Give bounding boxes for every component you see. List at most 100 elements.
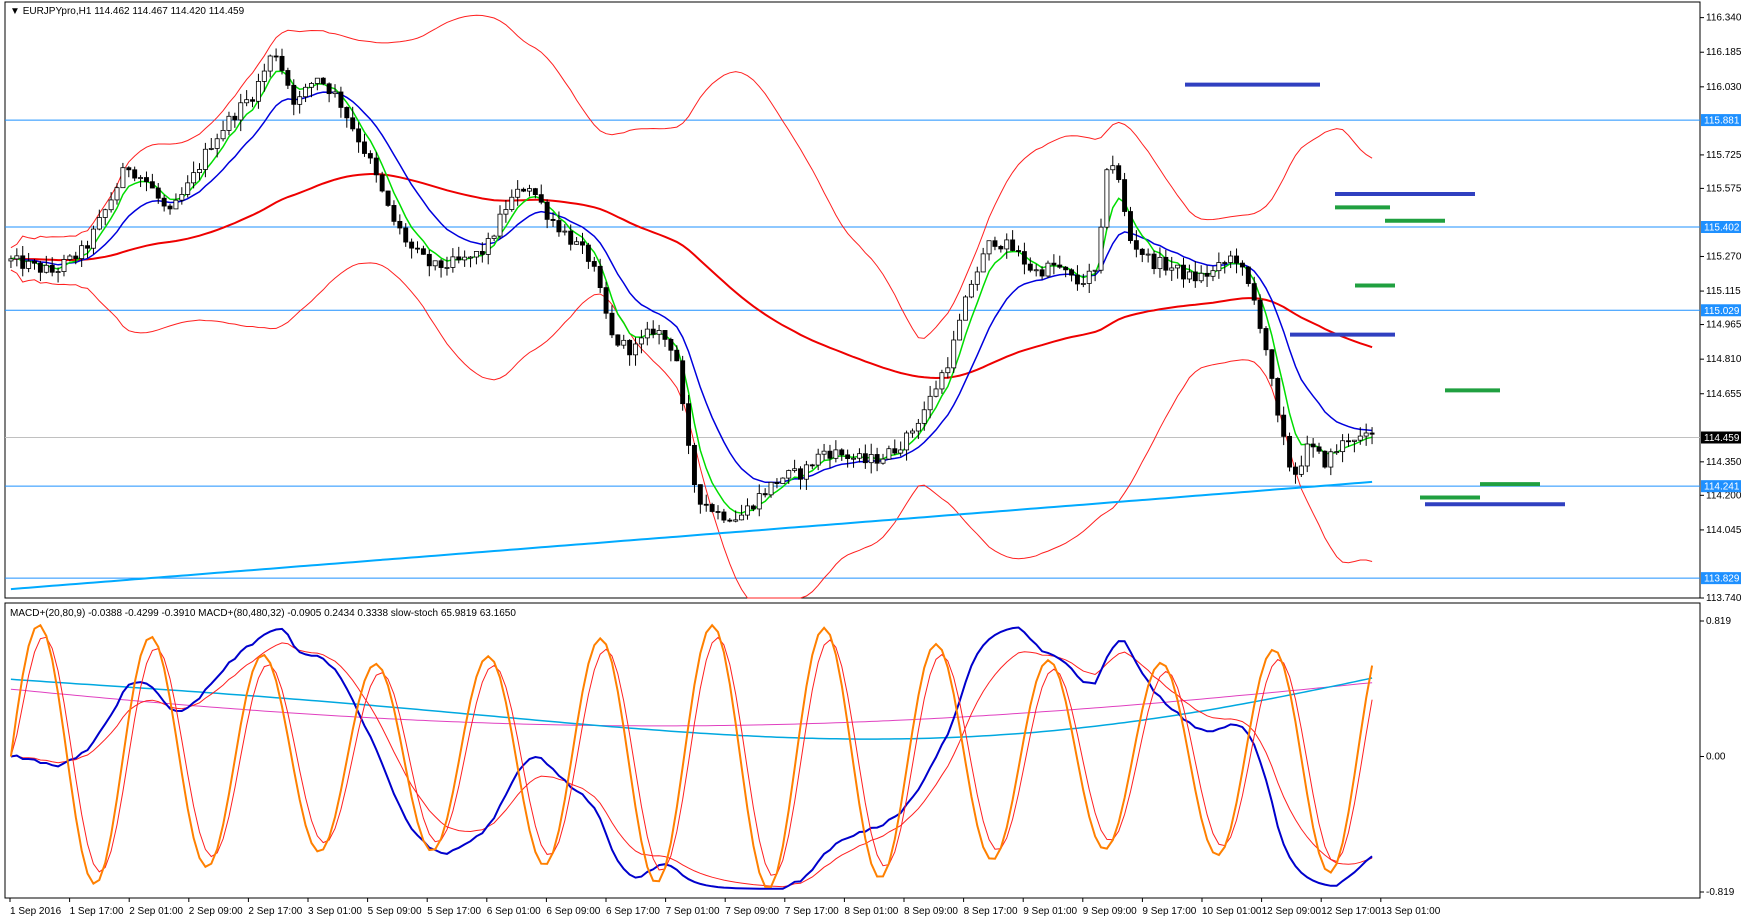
candle-body — [132, 169, 138, 179]
candle-body — [462, 256, 468, 261]
candle-body — [939, 372, 945, 390]
candle-body — [1328, 451, 1334, 468]
candle-body — [397, 220, 403, 229]
candle — [615, 334, 621, 347]
candle — [226, 111, 232, 136]
candle-body — [556, 220, 562, 233]
candle — [1122, 172, 1128, 217]
candle-body — [1063, 266, 1069, 271]
candle — [8, 255, 14, 268]
candle — [73, 251, 79, 265]
slow-ema-line — [10, 173, 1373, 380]
candle — [521, 187, 527, 193]
candle — [138, 175, 144, 188]
candle — [244, 90, 250, 107]
candle-body — [1016, 250, 1021, 252]
candle — [1228, 250, 1234, 269]
candle-body — [856, 453, 862, 459]
time-axis-label: 7 Sep 09:00 — [725, 906, 779, 917]
candle — [874, 447, 880, 472]
candle-body — [285, 70, 291, 86]
candle-body — [120, 167, 126, 189]
candle-body — [1133, 240, 1139, 250]
time-axis-label: 7 Sep 17:00 — [785, 906, 839, 917]
candle-body — [144, 177, 149, 183]
candle — [491, 234, 497, 242]
candle — [1234, 248, 1239, 274]
candle — [1346, 433, 1351, 447]
candle — [1110, 155, 1116, 174]
candle — [650, 320, 656, 339]
candle — [261, 63, 267, 92]
candle-body — [456, 256, 462, 261]
candle-body — [1069, 269, 1075, 276]
time-axis-label: 9 Sep 09:00 — [1083, 906, 1137, 917]
time-axis-label: 7 Sep 01:00 — [666, 906, 720, 917]
candle-body — [809, 464, 815, 467]
candle — [1369, 427, 1375, 445]
candle-body — [403, 227, 409, 243]
candle — [1198, 265, 1204, 284]
candle — [1092, 269, 1098, 282]
candle — [550, 212, 556, 227]
candle-body — [1051, 262, 1057, 266]
candle-body — [250, 99, 255, 102]
candle-body — [827, 450, 833, 459]
candle — [444, 256, 450, 276]
candle-body — [1228, 255, 1234, 263]
candle-body — [255, 81, 261, 102]
candle-body — [821, 450, 827, 455]
long-ema-line — [10, 480, 1373, 591]
candle — [727, 518, 733, 523]
candle — [609, 305, 615, 339]
candle-body — [515, 188, 521, 198]
candle — [303, 83, 309, 103]
candle — [568, 224, 574, 251]
candle-body — [862, 453, 868, 464]
candle — [974, 266, 980, 291]
time-axis-label: 10 Sep 01:00 — [1202, 906, 1262, 917]
candle-body — [845, 454, 851, 460]
candle — [1021, 242, 1027, 275]
candle-body — [945, 367, 951, 374]
candle — [1269, 349, 1275, 387]
candle-body — [485, 238, 491, 255]
candle — [921, 401, 927, 431]
candle — [750, 504, 756, 512]
candle-body — [208, 148, 214, 150]
candle-body — [674, 349, 680, 362]
candle-body — [149, 181, 155, 189]
candle-body — [1357, 435, 1363, 441]
candle — [1292, 462, 1298, 484]
candle — [326, 82, 332, 103]
candle-body — [320, 77, 326, 85]
level-price-label: 115.881 — [1704, 116, 1740, 127]
candle — [556, 211, 562, 237]
price-tick-label: 114.200 — [1706, 490, 1742, 501]
candle-body — [108, 199, 114, 211]
candle — [603, 281, 609, 319]
candle-body — [385, 190, 391, 206]
candle-body — [332, 91, 338, 95]
candle-body — [609, 312, 615, 336]
candle — [721, 508, 727, 524]
candle-body — [833, 449, 839, 459]
candle-body — [968, 283, 974, 298]
candle — [409, 238, 415, 259]
candle-body — [43, 264, 49, 273]
candle — [1328, 448, 1334, 476]
candle-body — [297, 96, 303, 105]
candle-body — [527, 188, 532, 192]
candle — [1175, 264, 1181, 279]
level-price-label: 115.029 — [1704, 306, 1740, 317]
candle-body — [951, 339, 957, 369]
collapse-arrow-icon[interactable]: ▼ — [10, 6, 20, 17]
candle-body — [167, 205, 173, 210]
candle-body — [415, 247, 420, 250]
level-price-box — [1701, 221, 1741, 234]
candle — [403, 223, 409, 247]
candle-body — [1104, 169, 1110, 228]
candle — [350, 106, 356, 132]
